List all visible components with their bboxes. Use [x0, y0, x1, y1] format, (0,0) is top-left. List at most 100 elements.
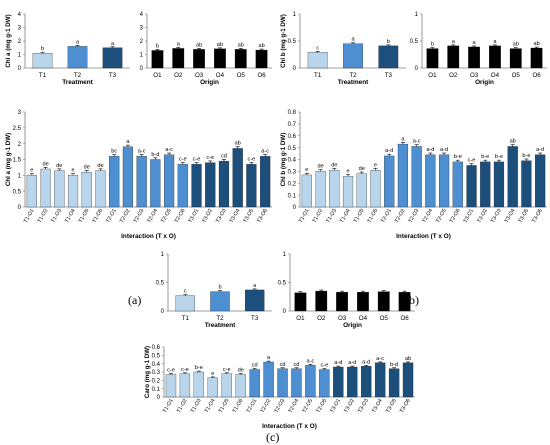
- x-tick-label: O5: [237, 72, 246, 79]
- x-tick-label: T3-O1: [329, 398, 342, 414]
- significance-letter: ab: [235, 141, 241, 147]
- x-tick-label: O5: [380, 315, 389, 322]
- significance-letter: a: [473, 40, 477, 46]
- y-tick-label: 0: [18, 205, 22, 211]
- significance-letter: c: [316, 45, 319, 51]
- x-tick-label: T2-O4: [288, 398, 301, 414]
- significance-letter: b-e: [481, 154, 489, 160]
- bar: [370, 170, 381, 208]
- bar: [193, 49, 205, 69]
- x-tick-label: T2-O3: [274, 398, 287, 414]
- bar: [235, 374, 246, 398]
- bar: [397, 143, 409, 208]
- x-tick-label: T3-O3: [215, 208, 228, 224]
- panel-label-c: (c): [266, 430, 280, 444]
- significance-letter: cd: [294, 362, 300, 368]
- bar: [32, 53, 53, 69]
- y-tick-label: 1: [283, 252, 287, 258]
- significance-letter: a-c: [307, 358, 315, 364]
- y-axis-title: Chl b (mg g-1 DW): [280, 133, 287, 187]
- x-tick-label: T1: [314, 72, 322, 79]
- x-tick-label: T3-O6: [399, 398, 412, 414]
- significance-letter: a: [253, 283, 257, 289]
- y-tick-label: 3: [140, 26, 144, 32]
- x-tick-label: T1-O3: [190, 398, 203, 414]
- x-axis-title: Treatment: [338, 79, 369, 86]
- bar: [249, 369, 260, 398]
- significance-letter: a-d: [362, 359, 370, 365]
- significance-letter: ab: [217, 42, 223, 48]
- y-tick-label: 0: [161, 309, 165, 315]
- significance-letter: b-e: [195, 365, 203, 371]
- y-tick-label: 2: [18, 142, 22, 148]
- significance-letter: a: [76, 39, 80, 45]
- x-tick-label: O1: [428, 72, 437, 79]
- bar: [67, 175, 79, 208]
- x-tick-label: T2: [349, 72, 357, 79]
- panel-label-b: (b): [405, 293, 419, 307]
- significance-letter: b-d: [151, 152, 159, 158]
- significance-letter: ab: [405, 356, 411, 362]
- significance-letter: c-e: [193, 157, 201, 163]
- bar: [356, 173, 367, 208]
- bar: [109, 156, 120, 208]
- y-tick-label: 0.3: [152, 370, 161, 376]
- bar: [246, 164, 257, 208]
- bar: [480, 161, 491, 208]
- significance-letter: de: [56, 163, 62, 169]
- x-tick-label: T2-O5: [160, 208, 173, 224]
- x-tick-label: T3-O6: [256, 208, 269, 224]
- x-axis-title: Interaction (T x O): [396, 233, 451, 240]
- x-tick-label: T3-O5: [242, 208, 255, 224]
- bar: [205, 162, 216, 208]
- bar: [357, 292, 369, 312]
- x-axis-title: Origin: [343, 322, 362, 329]
- bar: [378, 45, 399, 69]
- bar: [319, 369, 330, 398]
- significance-letter: c-e: [181, 367, 189, 373]
- x-tick-label: T3-O4: [229, 208, 242, 224]
- x-tick-label: T1-O1: [298, 208, 311, 224]
- bar: [452, 161, 463, 208]
- significance-letter: c-e: [248, 157, 256, 163]
- bar: [26, 175, 37, 208]
- x-tick-label: T2-O4: [421, 208, 434, 224]
- y-axis-title: Chl a (mg g-1 DW): [5, 133, 12, 186]
- significance-letter: c-e: [179, 157, 187, 163]
- x-tick-label: T3: [109, 72, 117, 79]
- x-tick-label: T3: [251, 315, 259, 322]
- x-tick-label: T1-O3: [50, 208, 63, 224]
- x-tick-label: T1-O5: [78, 208, 91, 224]
- x-tick-label: O6: [532, 72, 541, 79]
- significance-letter: c-e: [468, 158, 476, 164]
- x-axis-title: Interaction (T x O): [262, 423, 317, 430]
- bar: [232, 148, 243, 208]
- x-tick-label: T1-O1: [23, 208, 36, 224]
- bar: [277, 368, 288, 398]
- significance-letter: a: [351, 37, 355, 43]
- bar: [40, 168, 51, 208]
- bar: [347, 366, 358, 398]
- panel-label-a: (a): [128, 293, 142, 307]
- significance-letter: a-c: [376, 356, 384, 362]
- significance-letter: b: [218, 285, 221, 291]
- significance-letter: a: [111, 41, 115, 47]
- x-tick-label: T1-O4: [339, 208, 352, 224]
- y-tick-label: 0.3: [288, 170, 297, 176]
- bar: [291, 368, 302, 398]
- y-tick-label: 0: [140, 66, 144, 72]
- x-tick-label: T3-O6: [531, 208, 544, 224]
- bar: [136, 156, 147, 208]
- x-tick-label: T3-O1: [188, 208, 201, 224]
- x-tick-label: T3-O4: [504, 208, 517, 224]
- significance-letter: cd: [221, 153, 227, 159]
- significance-letter: c-e: [206, 155, 214, 161]
- y-tick-label: 4: [140, 12, 144, 18]
- x-tick-label: T3-O2: [201, 208, 214, 224]
- y-tick-label: 1: [140, 53, 144, 59]
- y-tick-label: 0: [18, 66, 22, 72]
- y-tick-label: 2: [18, 39, 22, 45]
- significance-letter: c-e: [223, 367, 231, 373]
- bar: [175, 295, 196, 312]
- bar: [193, 371, 205, 398]
